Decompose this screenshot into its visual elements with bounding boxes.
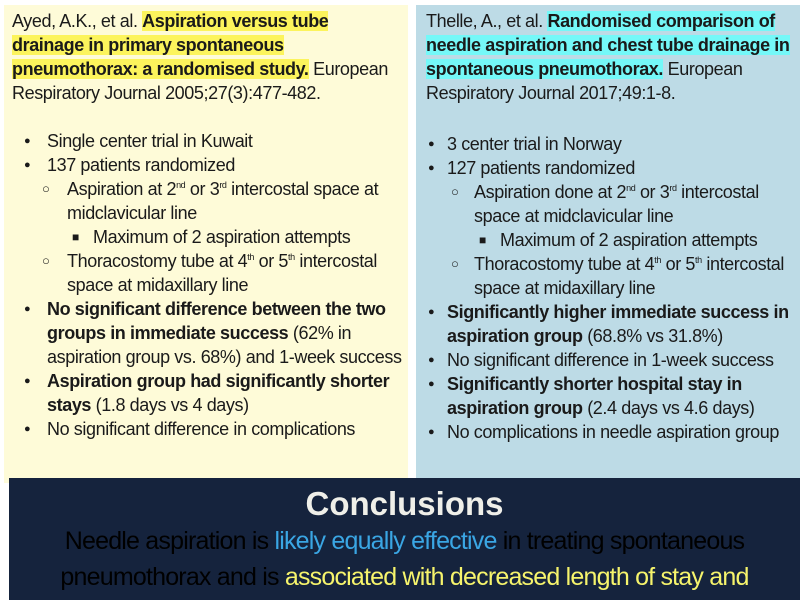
bullet-disc-icon: ● — [428, 306, 435, 318]
item-text: No significant difference in complicatio… — [47, 419, 356, 439]
bullet-disc-icon: ● — [428, 426, 435, 438]
bold-text: Significantly shorter hospital stay in a… — [447, 374, 742, 418]
list-item: ● Aspiration group had significantly shor… — [12, 369, 404, 417]
findings-list: ● Single center trial in Kuwait ● 137 patie… — [12, 129, 404, 441]
conclusion-emphasis-blue: likely equally effective — [274, 527, 497, 555]
item-text: 127 patients randomized — [447, 158, 635, 178]
conclusion-text: pneumothorax and is — [60, 563, 285, 591]
bullet-disc-icon: ● — [428, 354, 435, 366]
list-item: ● Single center trial in Kuwait — [12, 129, 404, 153]
item-text: or 3 — [635, 182, 670, 202]
item-text: Aspiration at 2 — [67, 179, 177, 199]
item-text: intercostal space at midclavicular line — [474, 182, 759, 226]
bullet-disc-icon: ● — [24, 159, 31, 171]
item-text: or 3 — [185, 179, 220, 199]
item-text: or 5 — [254, 251, 289, 271]
bullet-disc-icon: ● — [24, 423, 31, 435]
conclusions-title: Conclusions — [305, 485, 504, 522]
conclusion-text: Needle aspiration is — [64, 527, 275, 555]
list-item: ○ Aspiration at 2nd or 3rd intercostal sp… — [12, 177, 404, 225]
conclusion-line: Needle aspiration is likely equally effe… — [9, 524, 800, 558]
item-text: (68.8% vs 31.8%) — [582, 326, 723, 346]
superscript: rd — [219, 180, 227, 190]
bullet-circle-icon: ○ — [42, 181, 50, 196]
bullet-disc-icon: ● — [24, 135, 31, 147]
citation-journal: European Respiratory Journal 2017;49:1-8… — [426, 59, 743, 103]
bullet-circle-icon: ○ — [451, 184, 459, 199]
citation-authors: Ayed, A.K., et al. — [12, 11, 143, 31]
item-text: Thoracostomy tube at 4 — [474, 254, 655, 274]
bold-text: Significantly higher immediate success i… — [447, 302, 789, 346]
study-panel-thelle: Thelle, A., et al. Randomised comparison… — [416, 5, 800, 483]
list-item: ● No complications in needle aspiration g… — [424, 420, 798, 444]
list-item: ○ Thoracostomy tube at 4th or 5th interco… — [424, 252, 798, 300]
bullet-circle-icon: ○ — [42, 253, 50, 268]
superscript: th — [695, 255, 702, 265]
bullet-disc-icon: ● — [428, 378, 435, 390]
item-text: No significant difference in 1-week succ… — [447, 350, 774, 370]
bullet-square-icon: ■ — [72, 230, 79, 244]
bullet-disc-icon: ● — [428, 162, 435, 174]
conclusions-box: Conclusions Needle aspiration is likely … — [9, 478, 800, 600]
item-text: (1.8 days vs 4 days) — [91, 395, 249, 415]
conclusion-text: in treating spontaneous — [496, 527, 745, 555]
superscript: th — [247, 252, 255, 262]
list-item: ● No significant difference in 1-week suc… — [424, 348, 798, 372]
list-item: ■ Maximum of 2 aspiration attempts — [12, 225, 404, 249]
item-text: (62% in aspiration group vs. 68%) and 1-… — [47, 323, 402, 367]
item-text: Maximum of 2 aspiration attempts — [500, 230, 758, 250]
item-text: intercostal space at midaxillary line — [67, 251, 378, 295]
bullet-circle-icon: ○ — [451, 256, 459, 271]
item-text: Single center trial in Kuwait — [47, 131, 253, 151]
item-text: 3 center trial in Norway — [447, 134, 622, 154]
item-text: 137 patients randomized — [47, 155, 235, 175]
bullet-disc-icon: ● — [24, 303, 31, 315]
item-text: Thoracostomy tube at 4 — [67, 251, 248, 271]
superscript: rd — [669, 183, 677, 193]
item-text: No complications in needle aspiration gr… — [447, 422, 780, 442]
citation-journal: European Respiratory Journal 2005;27(3):… — [12, 59, 388, 103]
item-text: (2.4 days vs 4.6 days) — [582, 398, 755, 418]
citation: Thelle, A., et al. Randomised comparison… — [426, 9, 798, 105]
list-item: ■ Maximum of 2 aspiration attempts — [424, 228, 798, 252]
item-text: or 5 — [661, 254, 696, 274]
item-text: intercostal space at midaxillary line — [474, 254, 785, 298]
list-item: ● 127 patients randomized — [424, 156, 798, 180]
list-item: ● No significant difference in complicati… — [12, 417, 404, 441]
list-item: ● No significant difference between the t… — [12, 297, 404, 369]
citation-authors: Thelle, A., et al. — [426, 11, 548, 31]
bullet-disc-icon: ● — [24, 375, 31, 387]
item-text: Aspiration done at 2 — [474, 182, 627, 202]
list-item: ○ Aspiration done at 2nd or 3rd intercost… — [424, 180, 798, 228]
list-item: ● Significantly higher immediate success … — [424, 300, 798, 348]
bullet-square-icon: ■ — [479, 233, 486, 247]
item-text: Maximum of 2 aspiration attempts — [93, 227, 351, 247]
item-text: intercostal space at midclavicular line — [67, 179, 379, 223]
superscript: nd — [176, 180, 186, 190]
bullet-disc-icon: ● — [428, 138, 435, 150]
citation: Ayed, A.K., et al. Aspiration versus tub… — [12, 9, 404, 105]
conclusion-emphasis-yellow: associated with decreased length of stay… — [284, 563, 750, 591]
list-item: ● 137 patients randomized — [12, 153, 404, 177]
bold-text: No significant difference between the tw… — [47, 299, 386, 343]
conclusion-line: pneumothorax and is associated with decr… — [9, 560, 800, 594]
citation-title: Aspiration versus tube drainage in prima… — [12, 11, 329, 79]
study-panel-ayed: Ayed, A.K., et al. Aspiration versus tub… — [4, 5, 408, 483]
superscript: nd — [626, 183, 636, 193]
list-item: ● Significantly shorter hospital stay in … — [424, 372, 798, 420]
superscript: th — [288, 252, 295, 262]
findings-list: ● 3 center trial in Norway ● 127 patients r… — [424, 132, 798, 444]
bold-text: Aspiration group had significantly short… — [47, 371, 390, 415]
list-item: ○ Thoracostomy tube at 4th or 5th interco… — [12, 249, 404, 297]
superscript: th — [654, 255, 662, 265]
list-item: ● 3 center trial in Norway — [424, 132, 798, 156]
